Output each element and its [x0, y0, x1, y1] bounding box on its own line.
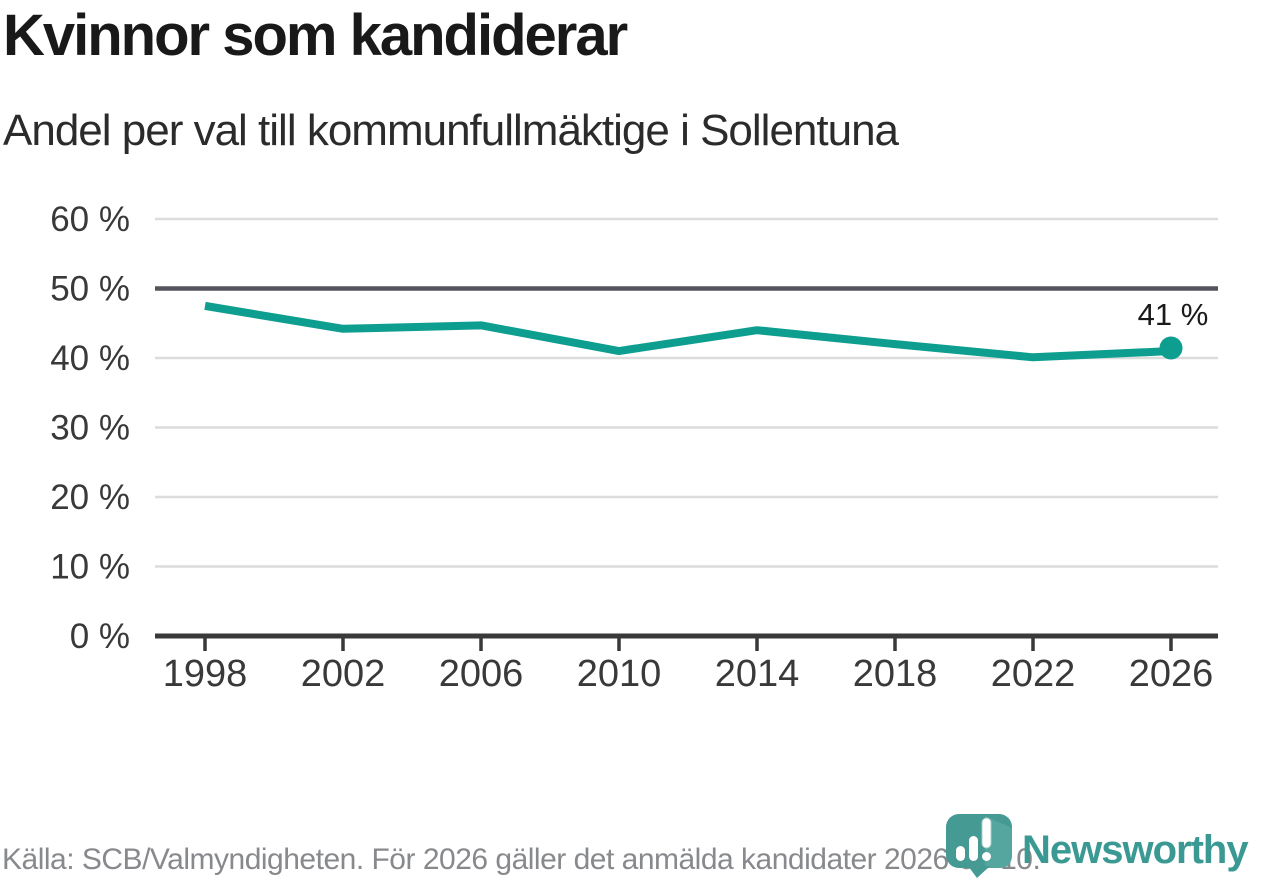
source-note: Källa: SCB/Valmyndigheten. För 2026 gäll…	[2, 843, 1041, 876]
y-axis-tick-label: 60 %	[50, 200, 130, 239]
x-axis-tick-label: 2018	[853, 653, 938, 695]
x-axis-tick-label: 2006	[439, 653, 524, 695]
y-axis-tick-label: 50 %	[50, 270, 130, 309]
end-point-dot	[1159, 336, 1183, 360]
line-chart: 0 % 10 % 20 % 30 % 40 % 50 % 60 % 1998 2002 2006 2…	[0, 190, 1262, 720]
chart-svg: 0 % 10 % 20 % 30 % 40 % 50 % 60 % 1998 2002 2006 2…	[50, 200, 1218, 695]
y-axis-tick-label: 40 %	[50, 339, 130, 378]
chart-title: Kvinnor som kandiderar	[3, 3, 628, 68]
chart-subtitle: Andel per val till kommunfullmäktige i S…	[3, 106, 899, 155]
newsworthy-wordmark: Newsworthy	[1022, 828, 1249, 872]
x-axis-tick-label: 2026	[1129, 653, 1214, 695]
x-axis-tick-label: 2022	[991, 653, 1076, 695]
y-axis-tick-label: 0 %	[70, 617, 130, 656]
x-axis-tick-label: 2010	[577, 653, 662, 695]
x-axis-tick-label: 2002	[301, 653, 386, 695]
end-value-label: 41 %	[1138, 297, 1209, 332]
data-line	[204, 301, 1172, 362]
newsworthy-logo: Newsworthy	[944, 810, 1249, 878]
y-axis-tick-label: 30 %	[50, 409, 130, 448]
x-axis-tick-label: 2014	[715, 653, 800, 695]
newsworthy-bubble-chart-icon	[946, 814, 1012, 878]
x-axis-tick-label: 1998	[163, 653, 248, 695]
y-axis-tick-label: 10 %	[50, 548, 130, 587]
y-axis-tick-label: 20 %	[50, 478, 130, 517]
